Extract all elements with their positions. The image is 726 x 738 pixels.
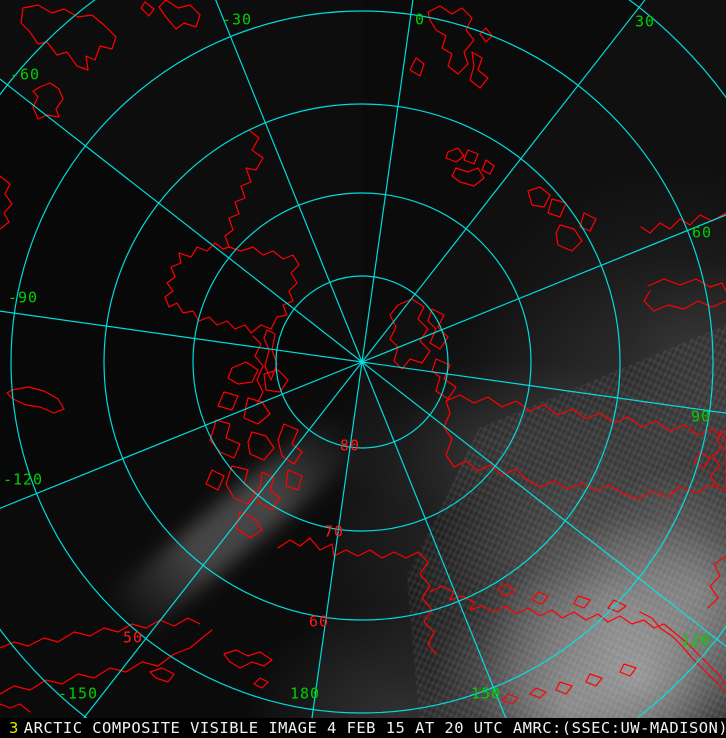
coastline-greenland-tail <box>252 329 278 405</box>
longitude-label--60: -60 <box>9 65 41 84</box>
caption-bar: 3 ARCTIC COMPOSITE VISIBLE IMAGE 4 FEB 15… <box>0 718 726 738</box>
coastline-bering-islets <box>497 583 627 613</box>
latitude-label-70: 70 <box>323 522 345 541</box>
longitude-label-180: 180 <box>289 684 321 703</box>
caption-channel-number: 3 <box>9 719 19 737</box>
coastline-kara-coast <box>640 212 726 234</box>
coastline-left-edge-coast <box>0 175 13 230</box>
coastline-taymyr-lake <box>643 278 726 312</box>
meridian--90 <box>0 310 363 363</box>
coastline-corner-se-coast <box>639 611 726 693</box>
parallel-80 <box>275 275 449 449</box>
coastline-banks-sliver <box>6 386 65 414</box>
coastline-scandinavia-edge <box>693 429 726 609</box>
meridian--30 <box>215 0 363 363</box>
latitude-label-80: 80 <box>339 436 361 455</box>
coastline-arch-4 <box>277 423 303 491</box>
coastline-greenland-north <box>164 242 300 334</box>
meridian-90 <box>361 361 726 414</box>
meridian-120 <box>361 361 726 648</box>
meridian-150 <box>361 361 515 738</box>
meridian-180 <box>308 361 363 738</box>
meridian-0 <box>361 0 414 363</box>
coastline-chukotka <box>277 537 437 655</box>
coastline-greenland-east <box>224 129 264 248</box>
coastline-franz-josef <box>445 147 495 187</box>
parallel-50 <box>10 10 714 714</box>
parallel-70 <box>192 192 532 532</box>
longitude-label-60: 60 <box>691 223 713 242</box>
longitude-label-90: 90 <box>690 407 712 426</box>
longitude-label--150: -150 <box>57 684 99 703</box>
coastline-island-sw <box>32 82 64 120</box>
coastline-severnaya-zemlya <box>527 186 597 252</box>
coastline-bering-chain <box>429 585 726 685</box>
longitude-label--30: -30 <box>221 10 253 29</box>
meridian-30 <box>361 0 646 363</box>
coastline-aleutians <box>253 663 637 705</box>
meridian--60 <box>0 78 363 363</box>
latitude-label-50: 50 <box>122 628 144 647</box>
longitude-label-0: 0 <box>414 10 426 29</box>
longitude-label-150: 150 <box>470 684 502 703</box>
coastline-arch-3 <box>205 465 281 539</box>
coastline-corner-ne <box>140 0 201 30</box>
meridian-60 <box>361 214 726 363</box>
longitude-label-120: 120 <box>680 631 712 650</box>
coastline-alaska-north <box>0 617 201 649</box>
caption-text: ARCTIC COMPOSITE VISIBLE IMAGE 4 FEB 15 … <box>23 719 726 737</box>
longitude-label--90: -90 <box>7 288 39 307</box>
meridian--120 <box>0 361 363 509</box>
coastline-alaska-south <box>0 629 213 695</box>
coastline-alaska-islands <box>0 649 273 713</box>
coastline-greenland-cape <box>20 4 117 71</box>
latitude-label-60: 60 <box>308 612 330 631</box>
coastline-svalbard <box>409 5 493 89</box>
coastline-arch-1 <box>217 361 289 411</box>
parallel-60 <box>103 103 621 621</box>
longitude-label-30: 30 <box>634 12 656 31</box>
longitude-label--120: -120 <box>2 470 44 489</box>
coastline-taymyr-region <box>443 394 726 500</box>
